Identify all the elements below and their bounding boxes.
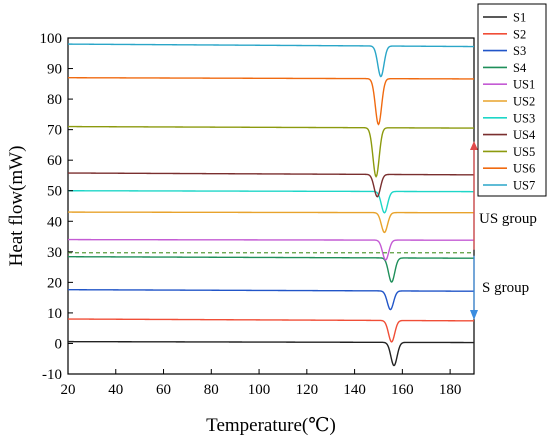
x-tick-label: 20 [61, 382, 76, 398]
legend-label-us7: US7 [513, 179, 535, 193]
legend-label-s3: S3 [513, 44, 526, 58]
series-curves [67, 43, 474, 367]
y-tick-label: 30 [47, 245, 62, 261]
y-tick-label: 70 [47, 123, 62, 139]
legend-label-s1: S1 [513, 11, 526, 25]
series-line-s4 [68, 256, 474, 283]
x-tick-label: 40 [108, 382, 123, 398]
series-line-us7 [68, 43, 474, 78]
legend-label-us2: US2 [513, 95, 535, 109]
legend-label-us6: US6 [513, 162, 535, 176]
y-axis: -10 0 10 20 30 40 50 60 70 80 90 100 [40, 31, 73, 383]
legend-label-us1: US1 [513, 78, 535, 92]
series-line-s2 [68, 318, 474, 343]
s-group-arrow-head [470, 310, 478, 320]
y-tick-label: 20 [47, 275, 62, 291]
y-tick-label: 40 [47, 214, 62, 230]
x-tick-label: 120 [296, 382, 319, 398]
us-group-label: US group [479, 211, 537, 227]
plot-frame [67, 37, 475, 375]
x-tick-label: 80 [204, 382, 219, 398]
s-group-label: S group [482, 280, 529, 296]
x-axis-label: Temperature(℃) [206, 415, 336, 436]
x-tick-label: 60 [156, 382, 171, 398]
x-tick-label: 140 [343, 382, 366, 398]
legend-label-us4: US4 [513, 128, 536, 142]
legend-label-us5: US5 [513, 145, 535, 159]
y-tick-label: 10 [47, 306, 62, 322]
legend-items: S1 S2 S3 S4 US1 US2 US3 US4 US5 US6 US7 [483, 11, 536, 193]
y-tick-label: 80 [47, 92, 62, 108]
y-tick-label: -10 [42, 367, 62, 383]
legend-label-s4: S4 [513, 61, 527, 75]
x-tick-label: 100 [248, 382, 271, 398]
series-line-us6 [68, 77, 474, 126]
y-tick-label: 100 [40, 31, 63, 47]
y-tick-label: 0 [55, 336, 63, 352]
x-tick-label: 160 [391, 382, 414, 398]
series-line-us2 [68, 211, 474, 234]
legend: S1 S2 S3 S4 US1 US2 US3 US4 US5 US6 US7 [477, 3, 547, 197]
series-line-s3 [67, 288, 474, 311]
y-axis-label: Heat flow(mW) [6, 146, 27, 267]
y-tick-label: 90 [47, 62, 62, 78]
series-line-us4 [68, 172, 474, 198]
us-group-arrow-head [470, 141, 478, 150]
plot-area [67, 37, 475, 375]
series-line-us1 [68, 238, 474, 261]
series-line-s1 [68, 340, 474, 367]
group-annotations: US group S group [68, 141, 537, 320]
x-tick-label: 180 [439, 382, 462, 398]
x-axis: 20 40 60 80 100 120 140 160 180 [61, 369, 462, 398]
legend-box [477, 3, 547, 197]
y-tick-label: 50 [47, 184, 62, 200]
legend-label-s2: S2 [513, 27, 526, 41]
series-line-us3 [68, 190, 474, 214]
y-tick-label: 60 [47, 153, 62, 169]
legend-label-us3: US3 [513, 111, 535, 125]
series-line-us5 [68, 125, 474, 178]
